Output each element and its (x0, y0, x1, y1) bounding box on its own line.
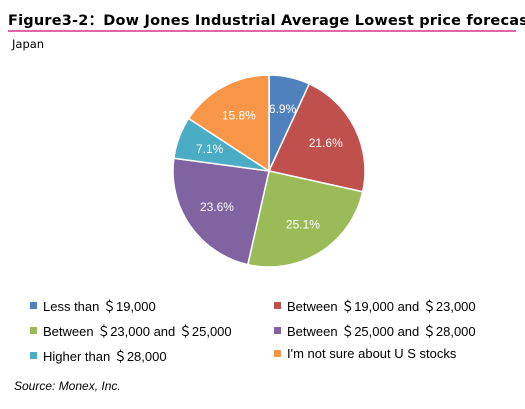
chart-subtitle: Japan (12, 37, 45, 51)
chart-title: Figure3-2：Dow Jones Industrial Average L… (8, 13, 525, 29)
legend-swatch (30, 302, 37, 309)
slice-data-label: 6.9% (269, 102, 297, 116)
legend-item: Between ＄19,000 and ＄23,000 (274, 296, 476, 315)
slice-data-label: 23.6% (200, 200, 234, 214)
legend-swatch (30, 327, 37, 334)
source-note: Source: Monex, Inc. (14, 379, 121, 393)
legend-swatch (274, 350, 281, 357)
pie-slice (267, 82, 366, 193)
pie-chart: 6.9% 21.6% 25.1% 23.6% 7.1% 15.8% (172, 74, 366, 268)
legend-swatch (30, 352, 37, 359)
legend-label: Between ＄25,000 and ＄28,000 (287, 324, 476, 339)
slice-data-label: 7.1% (196, 142, 224, 156)
legend-item: Less than ＄19,000 (30, 296, 156, 315)
pie-slice (172, 157, 270, 266)
legend-label: Higher than ＄28,000 (43, 349, 167, 364)
legend-swatch (274, 302, 281, 309)
slice-data-label: 25.1% (286, 218, 320, 232)
legend-item: Between ＄25,000 and ＄28,000 (274, 321, 476, 340)
pie-slice (246, 170, 364, 268)
slice-data-label: 15.8% (222, 108, 256, 122)
legend-item: Between ＄23,000 and ＄25,000 (30, 321, 232, 340)
legend-label: Less than ＄19,000 (43, 299, 156, 314)
legend-label: Between ＄23,000 and ＄25,000 (43, 324, 232, 339)
legend-swatch (274, 327, 281, 334)
legend-item: I'm not sure about U S stocks (274, 346, 456, 361)
slice-data-label: 21.6% (309, 136, 343, 150)
pie-slice (187, 74, 270, 173)
legend-label: I'm not sure about U S stocks (287, 346, 457, 361)
legend-label: Between ＄19,000 and ＄23,000 (287, 299, 476, 314)
legend-item: Higher than ＄28,000 (30, 346, 167, 365)
title-underline (8, 30, 516, 32)
